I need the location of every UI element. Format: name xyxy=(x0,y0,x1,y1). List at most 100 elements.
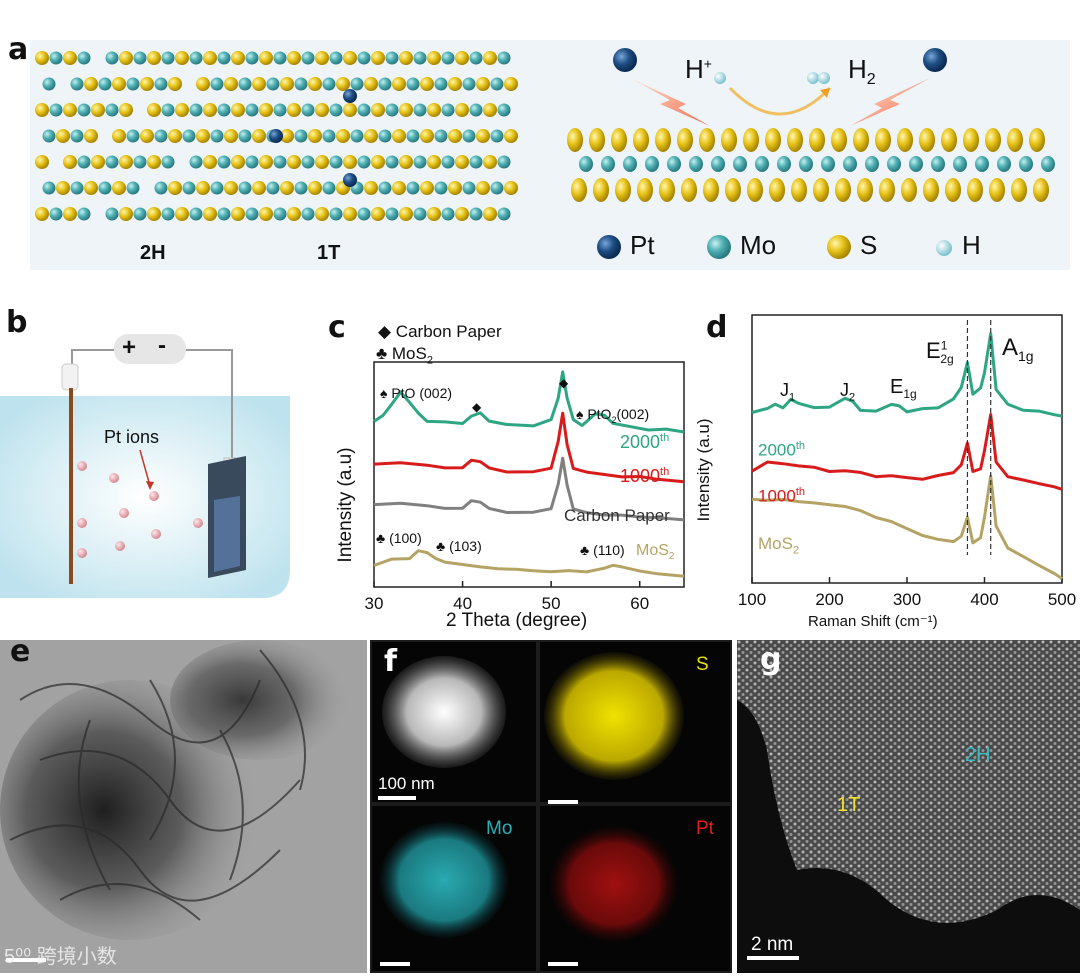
s-atom xyxy=(813,178,829,202)
s-atom xyxy=(315,207,329,221)
nanosheet-fold xyxy=(59,883,201,921)
power-supply xyxy=(114,334,186,364)
s-atom xyxy=(787,128,803,152)
s-atom xyxy=(615,178,631,202)
mo-atom xyxy=(245,155,259,169)
mo-atom xyxy=(98,77,112,91)
series-label-2000th: 2000th xyxy=(620,432,670,452)
s-atom xyxy=(681,178,697,202)
s-atom xyxy=(112,181,126,195)
mo-atom xyxy=(77,51,91,65)
s-atom xyxy=(315,103,329,117)
legend-h: H xyxy=(962,230,981,260)
mo-atom xyxy=(189,51,203,65)
panel-label-d: d xyxy=(706,310,728,345)
s-atom xyxy=(483,103,497,117)
s-atom xyxy=(476,129,490,143)
mo-atom xyxy=(441,207,455,221)
nanosheet-fold xyxy=(19,679,261,744)
mo-atom xyxy=(755,156,769,172)
mo-atom xyxy=(210,77,224,91)
minus-sign: - xyxy=(158,332,166,359)
panel-b: + - Pt ions xyxy=(0,330,300,610)
panel-f-eds-maps: S Mo Pt 100 nm xyxy=(370,640,732,973)
mo-atom xyxy=(462,77,476,91)
counter-electrode xyxy=(69,388,73,584)
s-atom xyxy=(455,103,469,117)
mo-atom xyxy=(126,77,140,91)
s-atom xyxy=(901,178,917,202)
s-atom xyxy=(308,129,322,143)
s-atom xyxy=(364,129,378,143)
mo-atom xyxy=(182,181,196,195)
s-atom xyxy=(196,181,210,195)
mo-atom xyxy=(105,51,119,65)
mo-atom xyxy=(579,156,593,172)
panel-label-g: g xyxy=(760,642,782,677)
s-atom xyxy=(655,128,671,152)
mo-atom xyxy=(378,181,392,195)
mo-atom xyxy=(189,207,203,221)
s-atom xyxy=(140,77,154,91)
annotation-carbon-paper-peak: ◆ xyxy=(559,376,569,390)
mo-atom xyxy=(601,156,615,172)
s-atom xyxy=(196,77,210,91)
s-atom xyxy=(427,155,441,169)
scale-bar xyxy=(548,962,578,966)
s-atom xyxy=(231,51,245,65)
mo-atom xyxy=(350,77,364,91)
s-atom xyxy=(56,181,70,195)
panel-label-a: a xyxy=(8,32,29,67)
panel-g-haadf-image: 1T 2H 2 nm xyxy=(737,640,1080,973)
mo-atom xyxy=(294,129,308,143)
mo-atom xyxy=(777,156,791,172)
panel-c: 30 40 50 60 Intensity (a.u) 2 Theta (degree… xyxy=(300,310,690,640)
panel-e-tem-image: 5⁰⁰ 跨境小数 xyxy=(0,640,367,973)
mo-atom xyxy=(357,51,371,65)
mo-atom xyxy=(322,181,336,195)
s-atom xyxy=(287,103,301,117)
s-atom xyxy=(147,207,161,221)
s-atom xyxy=(392,77,406,91)
tem-nanosheet-image xyxy=(0,640,367,973)
mo-atom xyxy=(238,181,252,195)
s-atom xyxy=(699,128,715,152)
s-atom xyxy=(945,178,961,202)
mo-atom xyxy=(953,156,967,172)
s-atom xyxy=(196,129,210,143)
mo-atom xyxy=(133,51,147,65)
s-atom xyxy=(420,129,434,143)
nanosheet-fold xyxy=(219,729,244,881)
mo-atom xyxy=(645,156,659,172)
s-atom xyxy=(941,128,957,152)
s-atom xyxy=(91,155,105,169)
pt-ions-label: Pt ions xyxy=(104,427,160,447)
mo-atom xyxy=(469,207,483,221)
s-atom xyxy=(835,178,851,202)
nanosheet-fold xyxy=(149,679,176,841)
s-atom xyxy=(175,207,189,221)
mo-atom xyxy=(238,129,252,143)
s-atom xyxy=(483,51,497,65)
s-atom xyxy=(448,129,462,143)
mo-atom xyxy=(105,207,119,221)
mo-atom xyxy=(357,103,371,117)
peak-label-e1g: E1g xyxy=(890,376,917,401)
mo-atom xyxy=(210,181,224,195)
s-atom xyxy=(611,128,627,152)
s-atom xyxy=(280,77,294,91)
annotation-mos2-103: ♣ (103) xyxy=(436,538,482,554)
mos2-layer-side-view xyxy=(567,128,1055,202)
s-atom xyxy=(336,129,350,143)
s-atom xyxy=(897,128,913,152)
mo-atom xyxy=(378,129,392,143)
mo-atom xyxy=(77,103,91,117)
s-atom xyxy=(1007,128,1023,152)
wire xyxy=(71,349,120,370)
mo-atom xyxy=(161,155,175,169)
s-atom xyxy=(259,51,273,65)
s-atom xyxy=(857,178,873,202)
lightning-icon xyxy=(630,78,710,126)
s-atom xyxy=(476,77,490,91)
mo-atom xyxy=(434,181,448,195)
